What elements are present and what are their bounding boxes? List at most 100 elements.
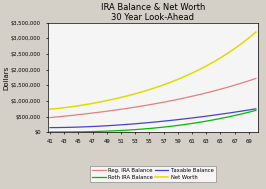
Roth IRA Balance xyxy=(134,129,137,131)
Reg. IRA Balance xyxy=(63,115,66,117)
Net Worth xyxy=(155,86,158,88)
Taxable Balance xyxy=(148,121,151,124)
Roth IRA Balance xyxy=(190,122,194,125)
Net Worth xyxy=(190,72,194,74)
Taxable Balance xyxy=(240,110,243,112)
Taxable Balance xyxy=(162,120,165,122)
Taxable Balance xyxy=(155,121,158,123)
Line: Taxable Balance: Taxable Balance xyxy=(50,109,256,128)
Net Worth xyxy=(56,107,59,110)
Taxable Balance xyxy=(169,119,172,122)
Reg. IRA Balance xyxy=(176,98,179,101)
Net Worth xyxy=(233,47,236,50)
Roth IRA Balance xyxy=(127,129,130,131)
Roth IRA Balance xyxy=(56,131,59,133)
Reg. IRA Balance xyxy=(190,95,194,97)
Roth IRA Balance xyxy=(77,131,80,133)
Taxable Balance xyxy=(176,119,179,121)
Reg. IRA Balance xyxy=(212,90,215,92)
Roth IRA Balance xyxy=(212,119,215,121)
Title: IRA Balance & Net Worth
30 Year Look-Ahead: IRA Balance & Net Worth 30 Year Look-Ahe… xyxy=(101,2,205,22)
Roth IRA Balance xyxy=(141,128,144,130)
Roth IRA Balance xyxy=(98,130,101,132)
Reg. IRA Balance xyxy=(91,112,94,114)
Taxable Balance xyxy=(134,123,137,125)
Taxable Balance xyxy=(84,126,87,128)
Net Worth xyxy=(148,88,151,91)
Reg. IRA Balance xyxy=(240,82,243,84)
Net Worth xyxy=(63,107,66,109)
Taxable Balance xyxy=(141,122,144,124)
Net Worth xyxy=(197,69,201,71)
Net Worth xyxy=(205,65,208,67)
Reg. IRA Balance xyxy=(197,94,201,96)
Reg. IRA Balance xyxy=(127,107,130,109)
Roth IRA Balance xyxy=(197,121,201,123)
Net Worth xyxy=(141,91,144,93)
Net Worth xyxy=(169,81,172,83)
Roth IRA Balance xyxy=(63,131,66,133)
Net Worth xyxy=(240,42,243,45)
Y-axis label: Dollars: Dollars xyxy=(3,65,9,90)
Reg. IRA Balance xyxy=(162,101,165,103)
Taxable Balance xyxy=(48,126,52,129)
Roth IRA Balance xyxy=(205,120,208,122)
Line: Roth IRA Balance: Roth IRA Balance xyxy=(50,110,256,132)
Taxable Balance xyxy=(233,111,236,113)
Reg. IRA Balance xyxy=(205,92,208,94)
Reg. IRA Balance xyxy=(77,114,80,116)
Roth IRA Balance xyxy=(226,116,229,118)
Taxable Balance xyxy=(197,116,201,118)
Roth IRA Balance xyxy=(219,117,222,120)
Reg. IRA Balance xyxy=(134,106,137,108)
Reg. IRA Balance xyxy=(105,110,109,112)
Reg. IRA Balance xyxy=(233,84,236,86)
Taxable Balance xyxy=(77,126,80,128)
Taxable Balance xyxy=(56,126,59,129)
Taxable Balance xyxy=(98,125,101,127)
Reg. IRA Balance xyxy=(219,88,222,90)
Reg. IRA Balance xyxy=(70,114,73,117)
Taxable Balance xyxy=(205,115,208,117)
Net Worth xyxy=(98,101,101,103)
Reg. IRA Balance xyxy=(169,100,172,102)
Net Worth xyxy=(77,105,80,107)
Net Worth xyxy=(112,98,115,100)
Taxable Balance xyxy=(190,117,194,119)
Net Worth xyxy=(212,61,215,63)
Net Worth xyxy=(84,104,87,106)
Taxable Balance xyxy=(226,112,229,114)
Taxable Balance xyxy=(183,118,186,120)
Reg. IRA Balance xyxy=(119,108,123,110)
Net Worth xyxy=(134,93,137,95)
Roth IRA Balance xyxy=(233,114,236,117)
Reg. IRA Balance xyxy=(226,86,229,88)
Net Worth xyxy=(247,37,250,39)
Taxable Balance xyxy=(105,125,109,127)
Roth IRA Balance xyxy=(105,130,109,132)
Taxable Balance xyxy=(63,126,66,129)
Roth IRA Balance xyxy=(254,109,257,112)
Roth IRA Balance xyxy=(91,130,94,133)
Roth IRA Balance xyxy=(176,124,179,127)
Net Worth xyxy=(119,96,123,99)
Taxable Balance xyxy=(127,123,130,125)
Roth IRA Balance xyxy=(148,127,151,130)
Roth IRA Balance xyxy=(48,131,52,133)
Reg. IRA Balance xyxy=(183,97,186,99)
Net Worth xyxy=(127,94,130,97)
Net Worth xyxy=(226,52,229,54)
Net Worth xyxy=(254,31,257,33)
Net Worth xyxy=(219,57,222,59)
Taxable Balance xyxy=(254,108,257,110)
Net Worth xyxy=(162,84,165,86)
Legend: Reg. IRA Balance, Roth IRA Balance, Taxable Balance, Net Worth: Reg. IRA Balance, Roth IRA Balance, Taxa… xyxy=(90,166,216,183)
Reg. IRA Balance xyxy=(254,77,257,80)
Net Worth xyxy=(91,102,94,105)
Net Worth xyxy=(105,99,109,102)
Roth IRA Balance xyxy=(112,130,115,132)
Roth IRA Balance xyxy=(155,127,158,129)
Net Worth xyxy=(176,78,179,81)
Reg. IRA Balance xyxy=(84,113,87,115)
Roth IRA Balance xyxy=(247,111,250,113)
